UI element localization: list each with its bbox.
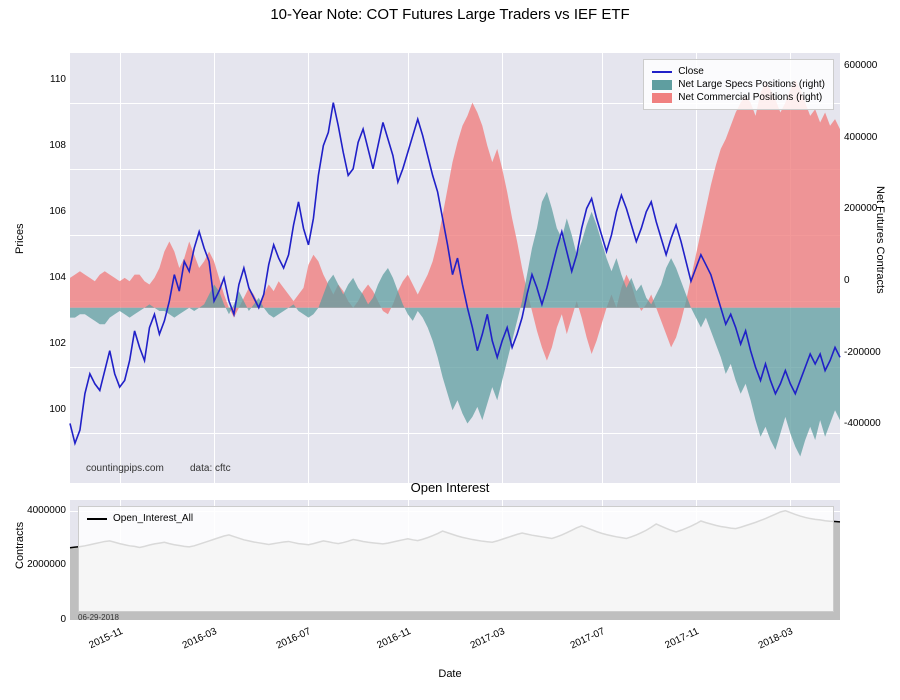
left-tick-label: 100	[40, 404, 66, 415]
x-tick-label: 2017-07	[556, 626, 606, 657]
oi-left-tick-label: 0	[22, 614, 66, 625]
chart-annotation: countingpips.com	[86, 463, 164, 474]
left-tick-label: 106	[40, 206, 66, 217]
oi-chart-title: Open Interest	[0, 480, 900, 495]
right-tick-label: 400000	[844, 132, 877, 143]
oi-footnote: 06-29-2018	[78, 613, 119, 622]
oi-left-tick-label: 2000000	[22, 559, 66, 570]
left-tick-label: 102	[40, 338, 66, 349]
right-tick-label: -200000	[844, 347, 881, 358]
x-tick-label: 2016-03	[169, 626, 219, 657]
main-left-axis-label: Prices	[14, 238, 26, 254]
x-tick-label: 2016-11	[362, 626, 412, 657]
oi-left-axis-label: Contracts	[14, 553, 26, 569]
legend-label: Open_Interest_All	[113, 513, 193, 524]
oi-legend: Open_Interest_All	[78, 506, 834, 612]
oi-plot-area: Open_Interest_All 06-29-2018	[70, 500, 840, 620]
oi-left-tick-label: 4000000	[22, 505, 66, 516]
right-tick-label: -400000	[844, 418, 881, 429]
x-tick-label: 2017-11	[651, 626, 701, 657]
oi-chart: Open Interest Open_Interest_All06-29-201…	[0, 0, 900, 120]
left-tick-label: 104	[40, 272, 66, 283]
x-tick-label: 2018-03	[745, 626, 795, 657]
x-tick-label: 2016-07	[263, 626, 313, 657]
chart-annotation: data: cftc	[190, 463, 231, 474]
oi-x-axis-label: Date	[0, 668, 900, 680]
main-right-axis-label: Net Futures Contracts	[874, 186, 886, 306]
x-tick-label: 2017-03	[457, 626, 507, 657]
right-tick-label: 0	[844, 275, 850, 286]
left-tick-label: 108	[40, 140, 66, 151]
x-tick-label: 2015-11	[74, 626, 124, 657]
right-tick-label: 200000	[844, 203, 877, 214]
